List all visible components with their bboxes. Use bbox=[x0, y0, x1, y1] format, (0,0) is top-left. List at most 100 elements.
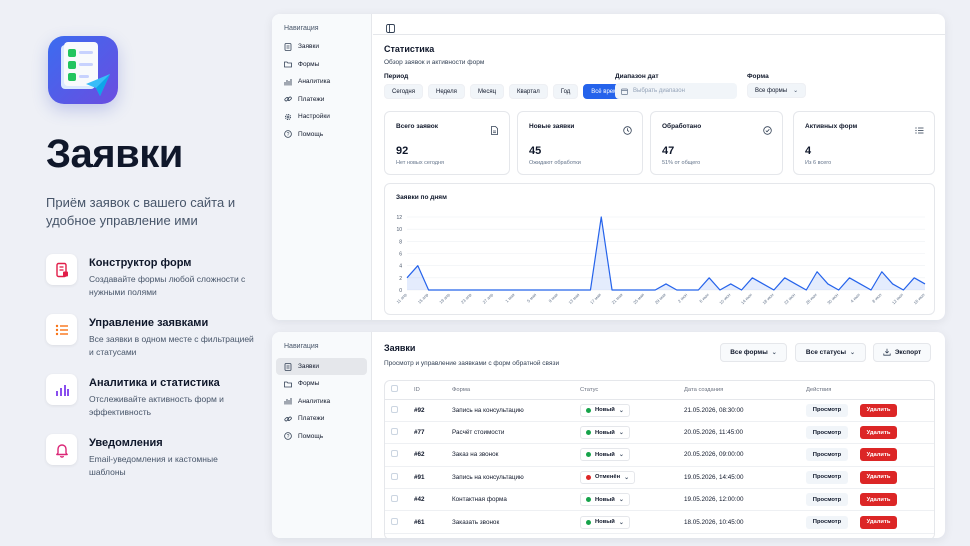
delete-button[interactable]: Удалить bbox=[860, 493, 897, 507]
nav-label: Настройки bbox=[298, 113, 330, 121]
delete-button[interactable]: Удалить bbox=[860, 448, 897, 462]
page-title: Статистика bbox=[384, 44, 435, 54]
link-icon bbox=[284, 95, 292, 103]
page-title: Заявки bbox=[384, 343, 416, 353]
row-id: #77 bbox=[414, 421, 452, 445]
sidebar-item-help[interactable]: ? Помощь bbox=[276, 428, 367, 446]
select-all-checkbox[interactable] bbox=[391, 385, 398, 393]
nav-heading: Навигация bbox=[284, 25, 319, 32]
bell-icon bbox=[46, 434, 77, 465]
sidebar-item-settings[interactable]: Настройки bbox=[276, 108, 367, 126]
view-button[interactable]: Просмотр bbox=[806, 515, 848, 529]
period-quarter[interactable]: Квартал bbox=[509, 84, 548, 99]
nav-label: Помощь bbox=[298, 432, 324, 440]
row-checkbox[interactable] bbox=[391, 450, 398, 458]
view-button[interactable]: Просмотр bbox=[806, 403, 848, 417]
delete-button[interactable]: Удалить bbox=[860, 515, 897, 529]
row-checkbox[interactable] bbox=[391, 517, 398, 525]
delete-button[interactable]: Удалить bbox=[860, 470, 897, 484]
form-doc-icon bbox=[46, 254, 77, 285]
x-tick-label: 13 мая bbox=[567, 292, 580, 305]
chevron-down-icon: ⌄ bbox=[618, 519, 624, 526]
requests-per-day-chart: 0 2 4 6 8 10 12 11 апр 15 апр 19 апр 23 апр 27 апр 1… bbox=[395, 215, 926, 306]
x-tick-label: 22 июн bbox=[783, 292, 797, 306]
row-checkbox[interactable] bbox=[391, 428, 398, 436]
delete-button[interactable]: Удалить bbox=[860, 426, 897, 440]
stat-value: 47 bbox=[662, 145, 675, 157]
sidebar-item-payments[interactable]: Платежи bbox=[276, 410, 367, 428]
stat-value: 92 bbox=[396, 145, 409, 157]
check-circle-icon bbox=[763, 122, 772, 135]
feature-desc: Email-уведомления и кастомные шаблоны bbox=[89, 454, 218, 477]
export-button[interactable]: Экспорт bbox=[873, 343, 931, 362]
status-select[interactable]: Новый ⌄ bbox=[580, 515, 630, 529]
status-select[interactable]: Новый ⌄ bbox=[580, 426, 630, 440]
nav-label: Формы bbox=[298, 60, 320, 68]
row-date: 19.05.2026, 14:45:00 bbox=[684, 466, 806, 490]
nav-label: Помощь bbox=[298, 130, 324, 138]
period-today[interactable]: Сегодня bbox=[384, 84, 423, 99]
row-form: Расчёт стоимости bbox=[452, 421, 580, 445]
view-button[interactable]: Просмотр bbox=[806, 470, 848, 484]
row-checkbox[interactable] bbox=[391, 495, 398, 503]
period-label: Период bbox=[384, 73, 409, 80]
view-button[interactable]: Просмотр bbox=[806, 448, 848, 462]
row-checkbox[interactable] bbox=[391, 472, 398, 480]
folder-icon bbox=[284, 60, 292, 68]
table-row: #77 Расчёт стоимости Новый ⌄ 20.05.2026, 11:… bbox=[385, 421, 934, 445]
status-label: Новый bbox=[595, 451, 615, 458]
row-form: Заказать звонок bbox=[452, 510, 580, 534]
stat-title: Активных форм bbox=[805, 123, 858, 130]
status-select[interactable]: Новый ⌄ bbox=[580, 493, 630, 507]
feature-analytics: Аналитика и статистика Отслеживайте акти… bbox=[46, 374, 256, 434]
status-select[interactable]: Новый ⌄ bbox=[580, 448, 630, 462]
status-dot bbox=[586, 474, 591, 480]
period-month[interactable]: Месяц bbox=[469, 84, 505, 99]
x-tick-label: 23 апр bbox=[460, 292, 473, 305]
x-tick-label: 6 июн bbox=[698, 292, 710, 304]
table-row: #91 Запись на консультацию Отменён ⌄ 19.05.2… bbox=[385, 466, 934, 490]
sidebar-item-forms[interactable]: Формы bbox=[276, 375, 367, 393]
stat-title: Новые заявки bbox=[529, 123, 575, 130]
sidebar-item-analytics[interactable]: Аналитика bbox=[276, 393, 367, 411]
row-date: 20.05.2026, 11:45:00 bbox=[684, 421, 806, 445]
view-button[interactable]: Просмотр bbox=[806, 426, 848, 440]
row-id: #92 bbox=[414, 399, 452, 422]
forms-filter-select[interactable]: Все формы ⌄ bbox=[720, 343, 787, 362]
row-date: 18.05.2026, 10:45:00 bbox=[684, 510, 806, 534]
date-range-input[interactable]: Выбрать диапазон bbox=[615, 83, 737, 99]
status-dot bbox=[586, 497, 591, 503]
feature-desc: Все заявки в одном месте с фильтрацией и… bbox=[89, 334, 254, 357]
chevron-down-icon: ⌄ bbox=[618, 407, 624, 414]
x-tick-label: 4 июл bbox=[849, 292, 861, 304]
clock-icon bbox=[623, 122, 632, 135]
list-icon bbox=[46, 314, 77, 345]
document-icon bbox=[284, 362, 292, 371]
form-filter-select[interactable]: Все формы ⌄ bbox=[747, 83, 807, 98]
period-year[interactable]: Год bbox=[552, 84, 579, 99]
status-label: Новый bbox=[595, 496, 615, 503]
requests-table: ID Форма Статус Дата создания Действия #… bbox=[385, 381, 934, 534]
delete-button[interactable]: Удалить bbox=[860, 403, 897, 417]
requests-table-card: ID Форма Статус Дата создания Действия #… bbox=[384, 380, 935, 538]
sidebar-toggle-icon[interactable] bbox=[386, 20, 395, 33]
view-button[interactable]: Просмотр bbox=[806, 493, 848, 507]
sidebar-item-analytics[interactable]: Аналитика bbox=[276, 73, 367, 91]
x-tick-label: 25 мая bbox=[632, 292, 645, 305]
nav-label: Платежи bbox=[298, 95, 325, 103]
status-dot bbox=[586, 452, 591, 458]
sidebar-item-help[interactable]: ? Помощь bbox=[276, 126, 367, 144]
gear-icon bbox=[284, 113, 292, 121]
row-checkbox[interactable] bbox=[391, 405, 398, 413]
sidebar-item-payments[interactable]: Платежи bbox=[276, 91, 367, 109]
sidebar-item-requests[interactable]: Заявки bbox=[276, 38, 367, 56]
row-form: Контактная форма bbox=[452, 488, 580, 512]
sidebar-item-forms[interactable]: Формы bbox=[276, 56, 367, 74]
period-week[interactable]: Неделя bbox=[428, 84, 465, 99]
status-filter-select[interactable]: Все статусы ⌄ bbox=[795, 343, 866, 362]
svg-text:?: ? bbox=[287, 434, 290, 440]
sidebar-item-requests[interactable]: Заявки bbox=[276, 358, 367, 375]
status-select[interactable]: Новый ⌄ bbox=[580, 403, 630, 417]
x-tick-label: 21 мая bbox=[611, 292, 624, 305]
status-select[interactable]: Отменён ⌄ bbox=[580, 470, 636, 484]
